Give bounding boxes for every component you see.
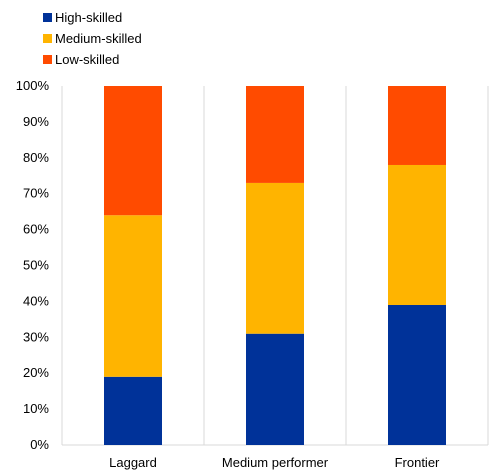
x-axis: Laggard Medium performer Frontier <box>109 455 440 470</box>
bar-2-0 <box>388 304 446 445</box>
bar-1-2 <box>246 86 304 183</box>
bar-0-1 <box>104 215 162 377</box>
legend: High-skilled Medium-skilled Low-skilled <box>43 10 142 67</box>
legend-swatch-1 <box>43 34 52 43</box>
x-category-label-0: Laggard <box>109 455 157 470</box>
legend-swatch-0 <box>43 13 52 22</box>
legend-label-0: High-skilled <box>55 10 122 25</box>
y-tick-label-4: 40% <box>23 293 49 308</box>
y-tick-label-9: 90% <box>23 114 49 129</box>
y-tick-label-6: 60% <box>23 222 49 237</box>
y-tick-label-3: 30% <box>23 329 49 344</box>
y-tick-label-1: 10% <box>23 401 49 416</box>
x-category-label-1: Medium performer <box>222 455 329 470</box>
bar-0-2 <box>104 86 162 216</box>
bar-2-1 <box>388 164 446 305</box>
bar-0-0 <box>104 376 162 445</box>
bar-2-2 <box>388 86 446 165</box>
bar-1-0 <box>246 333 304 445</box>
y-tick-label-10: 100% <box>16 78 50 93</box>
y-tick-label-5: 50% <box>23 258 49 273</box>
legend-label-1: Medium-skilled <box>55 31 142 46</box>
y-tick-label-7: 70% <box>23 186 49 201</box>
y-tick-label-8: 80% <box>23 150 49 165</box>
y-tick-label-0: 0% <box>30 437 49 452</box>
y-axis: 0% 10% 20% 30% 40% 50% 60% 70% 80% 90% 100% <box>16 78 50 452</box>
bars <box>104 86 446 445</box>
x-category-label-2: Frontier <box>395 455 440 470</box>
y-tick-label-2: 20% <box>23 365 49 380</box>
bar-1-1 <box>246 182 304 334</box>
legend-label-2: Low-skilled <box>55 52 119 67</box>
legend-swatch-2 <box>43 55 52 64</box>
